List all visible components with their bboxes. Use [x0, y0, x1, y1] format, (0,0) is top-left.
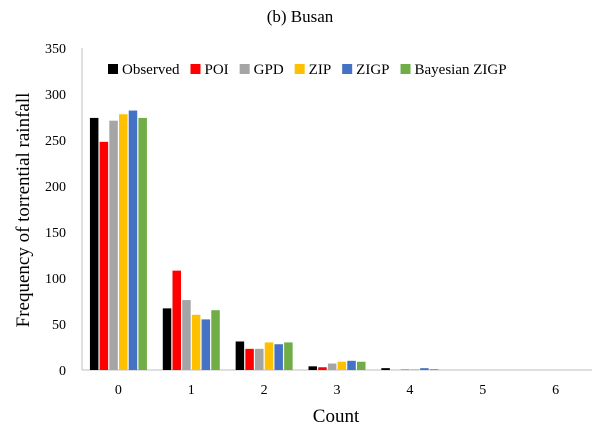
legend-swatch [294, 64, 305, 74]
bar [255, 348, 264, 370]
x-tick-label: 5 [479, 383, 486, 398]
bar [109, 120, 118, 371]
y-tick-label: 200 [45, 180, 66, 195]
y-tick-label: 250 [45, 134, 66, 149]
bar [245, 348, 254, 370]
bar [308, 366, 317, 370]
bar [99, 141, 109, 370]
bar [284, 342, 293, 370]
bar [138, 117, 147, 370]
legend-label: Bayesian ZIGP [415, 62, 507, 78]
bar [201, 319, 211, 370]
x-axis-label: Count [313, 406, 360, 427]
tick-labels: 0 50 100 150 200 250 300 350 0 1 2 3 4 5 6 [45, 42, 559, 398]
bar [119, 114, 128, 371]
y-tick-label: 100 [45, 272, 66, 287]
legend-label: GPD [254, 62, 284, 78]
bar [172, 270, 181, 370]
bar [182, 300, 191, 370]
legend-swatch [239, 64, 250, 74]
x-tick-label: 3 [334, 383, 341, 398]
legend-swatch [190, 64, 201, 74]
bar [400, 369, 410, 370]
y-tick-label: 0 [59, 364, 66, 379]
bar [264, 342, 274, 370]
x-tick-label: 2 [261, 383, 268, 398]
bar [89, 117, 99, 370]
legend: Observed POI GPD ZIP ZIGP Bayesian ZIGP [108, 62, 507, 78]
bar [274, 344, 283, 370]
plot-axes [81, 48, 592, 371]
y-tick-label: 50 [52, 318, 66, 333]
legend-label: ZIP [309, 62, 332, 78]
bar [235, 341, 245, 370]
x-tick-label: 4 [406, 383, 413, 398]
bar [429, 369, 439, 370]
bar [410, 369, 419, 370]
bar [337, 361, 347, 370]
x-tick-label: 0 [115, 383, 122, 398]
y-tick-label: 150 [45, 226, 66, 241]
legend-label: Observed [122, 62, 180, 78]
bar [381, 368, 390, 370]
legend-swatch [342, 64, 353, 74]
bar [162, 308, 172, 370]
y-axis-label: Frequency of torrential rainfall [13, 93, 34, 328]
legend-swatch [108, 64, 118, 74]
bar [327, 363, 337, 370]
legend-label: ZIGP [356, 62, 389, 78]
x-tick-label: 1 [188, 383, 195, 398]
bar [347, 360, 356, 370]
bar [211, 310, 220, 370]
bar [420, 368, 429, 370]
plot-bars [89, 110, 439, 371]
y-tick-label: 350 [45, 42, 66, 57]
y-tick-label: 300 [45, 88, 66, 103]
bar [357, 361, 366, 370]
bar [128, 110, 138, 370]
bar [191, 314, 201, 370]
bar [318, 367, 327, 370]
x-tick-label: 6 [552, 383, 559, 398]
chart-title: (b) Busan [267, 7, 334, 26]
legend-label: POI [204, 62, 228, 78]
legend-swatch [400, 64, 411, 74]
